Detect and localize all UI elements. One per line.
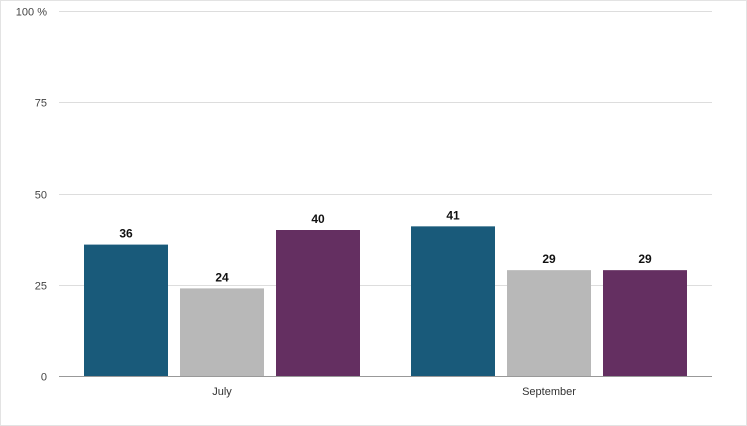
data-label: 24	[215, 270, 229, 284]
bar	[603, 270, 687, 376]
bar	[411, 226, 495, 376]
data-labels: 36 24 40 41 29 29	[119, 208, 652, 284]
data-label: 29	[638, 252, 652, 266]
data-label: 41	[446, 208, 460, 222]
bar	[180, 288, 264, 376]
y-tick-label: 50	[35, 190, 47, 202]
bar	[84, 244, 168, 376]
y-tick-label: 75	[35, 98, 47, 110]
bar	[276, 230, 360, 376]
x-axis-category-labels: July September	[212, 386, 576, 398]
bar	[507, 270, 591, 376]
data-label: 40	[311, 212, 325, 226]
y-axis-tick-labels: 0 25 50 75 100 %	[16, 7, 47, 384]
data-label: 36	[119, 227, 133, 241]
y-tick-label: 0	[41, 372, 47, 384]
x-category-label: July	[212, 386, 232, 398]
bars	[84, 226, 687, 376]
y-tick-label: 25	[35, 281, 47, 293]
x-category-label: September	[522, 386, 576, 398]
y-tick-label: 100 %	[16, 7, 47, 19]
data-label: 29	[542, 252, 556, 266]
